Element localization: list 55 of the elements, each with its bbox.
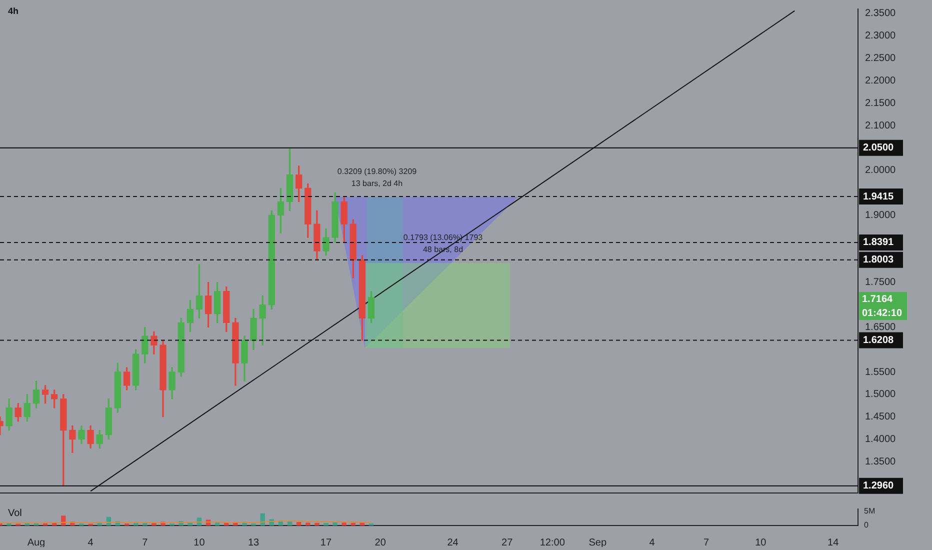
y-tick-label: 1.5000 <box>865 389 896 400</box>
x-tick-label: 12:00 <box>540 537 566 548</box>
y-tick-label: 0 <box>864 520 869 530</box>
x-tick-label: 7 <box>142 537 148 548</box>
x-tick-label: 13 <box>248 537 260 548</box>
bar <box>224 522 229 526</box>
y-tick-label: 2.3500 <box>865 8 896 20</box>
ref-line-label: 1.9415 <box>863 191 894 202</box>
y-tick-label: 2.1000 <box>865 120 896 132</box>
y-tick-label: 2.2500 <box>865 53 896 64</box>
bar <box>350 522 356 526</box>
x-tick-label: 14 <box>828 537 840 548</box>
annotation: 0.3209 (19.80%) 3209 <box>337 167 418 176</box>
bar <box>332 522 338 526</box>
bar <box>306 522 310 526</box>
ref-line-label: 1.8003 <box>863 254 894 266</box>
x-tick-label: Sep <box>588 537 607 548</box>
ref-line-label: 1.2960 <box>863 480 894 492</box>
bar <box>52 522 57 526</box>
bar <box>342 522 346 526</box>
chart-title: Vol <box>8 508 22 519</box>
y-tick-label: 1.9000 <box>865 210 896 221</box>
annotation: 13 bars, 2d 4h <box>351 179 403 188</box>
y-tick-label: 5M <box>864 506 876 516</box>
bar <box>215 522 220 526</box>
y-tick-label: 2.1500 <box>865 98 896 109</box>
y-tick-label: 1.3500 <box>865 456 896 468</box>
x-tick-label: 24 <box>447 537 459 548</box>
y-tick-label: 1.4000 <box>865 434 896 445</box>
x-tick-label: 7 <box>704 537 710 548</box>
text: 1.7164 <box>862 294 894 305</box>
x-tick-label: 20 <box>374 537 386 548</box>
chart-title: 4h <box>8 6 19 16</box>
bar <box>314 522 320 526</box>
annotation: 0.1793 (13.06%) 1793 <box>403 233 484 242</box>
ref-line-label: 2.0500 <box>863 142 894 154</box>
y-tick-label: 2.2000 <box>865 75 896 86</box>
x-tick-label: 10 <box>755 537 767 548</box>
x-tick-label: 10 <box>194 537 206 548</box>
y-tick-label: 2.0000 <box>865 165 896 176</box>
x-tick-label: Aug <box>27 537 46 548</box>
y-tick-label: 1.6500 <box>865 322 896 333</box>
bar <box>142 522 148 526</box>
x-tick-label: 17 <box>320 537 332 548</box>
y-tick-label: 1.4500 <box>865 412 896 423</box>
ref-line-label: 1.6208 <box>863 335 894 346</box>
y-tick-label: 1.5500 <box>865 366 896 378</box>
y-tick-label: 2.3000 <box>865 30 896 42</box>
y-tick-label: 1.7500 <box>865 277 896 288</box>
x-tick-label: 4 <box>88 537 94 548</box>
x-tick-label: 27 <box>502 537 514 548</box>
ref-line-label: 1.8391 <box>863 237 894 248</box>
bar <box>296 522 302 526</box>
text: 01:42:10 <box>862 308 902 319</box>
x-tick-label: 4 <box>649 537 656 548</box>
